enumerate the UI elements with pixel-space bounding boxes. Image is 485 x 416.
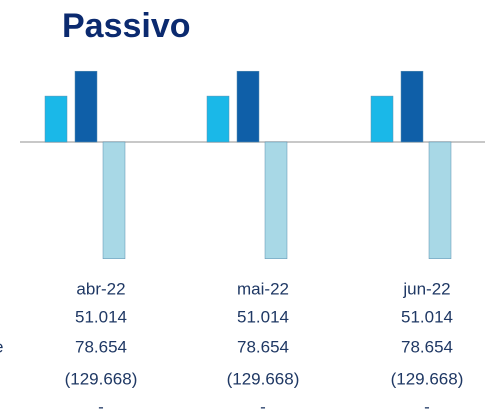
table-cell: 78.654 <box>401 337 453 356</box>
table-cell: (129.668) <box>65 369 138 388</box>
bar <box>44 95 68 143</box>
bar <box>264 141 288 259</box>
table-cell: 78.654 <box>75 337 127 356</box>
bar <box>236 70 260 143</box>
table-cell: 51.014 <box>401 307 453 326</box>
bar <box>400 70 424 143</box>
table-cell: (129.668) <box>227 369 300 388</box>
row-label: e <box>0 337 3 356</box>
table-cell: (129.668) <box>391 369 464 388</box>
x-tick-label: abr-22 <box>76 279 125 298</box>
bar <box>102 141 126 259</box>
x-tick-label: mai-22 <box>237 279 289 298</box>
table-cell: 51.014 <box>75 307 127 326</box>
bar <box>428 141 452 259</box>
table-cell: - <box>424 397 430 416</box>
bar <box>370 95 394 143</box>
bar <box>74 70 98 143</box>
table-cell: - <box>98 397 104 416</box>
bar <box>206 95 230 143</box>
table-cell: 78.654 <box>237 337 289 356</box>
table-cell: - <box>260 397 266 416</box>
chart-title: Passivo <box>62 7 191 45</box>
x-tick-label: jun-22 <box>402 279 450 298</box>
table-cell: 51.014 <box>237 307 289 326</box>
